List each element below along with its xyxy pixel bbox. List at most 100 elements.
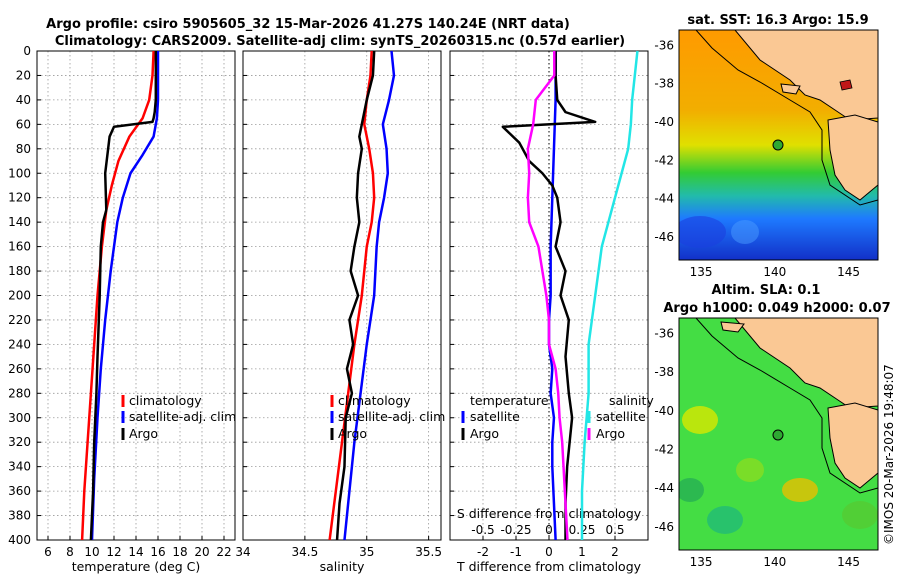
sla-map-title: Altim. SLA: 0.1 bbox=[712, 283, 821, 298]
figure-title-line1: Argo profile: csiro 5905605_32 15-Mar-20… bbox=[46, 17, 570, 32]
s-tick-label: 0 bbox=[545, 523, 553, 537]
latitude-tick-label: -40 bbox=[654, 115, 674, 129]
depth-tick-label: 20 bbox=[16, 68, 31, 82]
latitude-tick-label: -42 bbox=[654, 153, 674, 167]
x-tick-label: 12 bbox=[106, 545, 121, 559]
latitude-tick-label: -44 bbox=[654, 481, 674, 495]
latitude-tick-label: -46 bbox=[654, 520, 674, 534]
longitude-tick-label: 135 bbox=[690, 265, 713, 279]
x-tick-label: 14 bbox=[128, 545, 143, 559]
argo-float-marker bbox=[772, 139, 784, 151]
depth-tick-label: 260 bbox=[8, 362, 31, 376]
sla-patch bbox=[842, 501, 878, 529]
sst-map-title: sat. SST: 16.3 Argo: 15.9 bbox=[687, 13, 868, 28]
legend-label-satellite: satellite-adj. clim bbox=[338, 409, 445, 424]
series-line-argo bbox=[89, 51, 158, 541]
x-tick-label: 18 bbox=[172, 545, 187, 559]
latitude-tick-label: -46 bbox=[654, 230, 674, 244]
sla-map-tick-labels: 135 140 145 -36 -38 -40 -42 -44 -46 bbox=[654, 326, 860, 569]
legend-label-climatology: climatology bbox=[129, 393, 202, 408]
depth-tick-label: 220 bbox=[8, 313, 31, 327]
difference-grid bbox=[450, 50, 648, 541]
t-difference-xlabel: T difference from climatology bbox=[456, 559, 642, 574]
salinity-grid bbox=[242, 50, 441, 541]
legend-label-s-argo: Argo bbox=[596, 426, 625, 441]
series-line-s-satellite bbox=[580, 50, 639, 540]
legend-title-temperature: temperature bbox=[470, 393, 549, 408]
depth-tick-label: 240 bbox=[8, 337, 31, 351]
sla-high-2 bbox=[782, 478, 818, 502]
depth-tick-label: 0 bbox=[23, 44, 31, 58]
salinity-panel: 34 34.5 35 35.5 salinity climatology satell… bbox=[235, 50, 445, 574]
difference-series bbox=[501, 50, 639, 541]
latitude-tick-label: -38 bbox=[654, 77, 674, 91]
longitude-tick-label: 145 bbox=[837, 265, 860, 279]
depth-tick-label: 60 bbox=[16, 117, 31, 131]
difference-legend: temperature satellite Argo salinity sate… bbox=[461, 393, 654, 441]
sst-map-frame bbox=[678, 29, 879, 261]
legend-label-argo: Argo bbox=[338, 426, 367, 441]
longitude-tick-label: 145 bbox=[837, 555, 860, 569]
series-line-satellite-adj-clim bbox=[343, 50, 396, 541]
warm-patch bbox=[731, 220, 759, 244]
depth-tick-label: 160 bbox=[8, 240, 31, 254]
latitude-tick-label: -38 bbox=[654, 365, 674, 379]
latitude-tick-label: -42 bbox=[654, 442, 674, 456]
legend-label-satellite: satellite-adj. clim bbox=[129, 409, 236, 424]
land-mainland bbox=[700, 318, 878, 409]
latitude-tick-label: -36 bbox=[654, 38, 674, 52]
depth-tick-label: 320 bbox=[8, 435, 31, 449]
s-difference-axis-label: S difference from climatology bbox=[457, 506, 642, 521]
x-tick-label: -1 bbox=[510, 545, 522, 559]
depth-tick-label: 300 bbox=[8, 411, 31, 425]
x-tick-label: 10 bbox=[84, 545, 99, 559]
series-line-argo bbox=[335, 50, 376, 541]
x-tick-label: -2 bbox=[477, 545, 489, 559]
x-tick-label: 35 bbox=[359, 545, 374, 559]
salinity-legend: climatology satellite-adj. clim Argo bbox=[330, 393, 445, 441]
x-tick-label: 34 bbox=[235, 545, 250, 559]
salinity-xlabel: salinity bbox=[320, 559, 365, 574]
temperature-grid bbox=[37, 50, 235, 541]
land-tasmania bbox=[827, 402, 878, 489]
cool-eddy bbox=[679, 216, 726, 248]
difference-panel: -2 -1 0 1 2 -0.5 -0.25 0 0.25 0.5 S difference f… bbox=[449, 50, 654, 574]
imos-watermark: ©IMOS 20-Mar-2026 19:48:07 bbox=[882, 364, 896, 545]
sst-map-tick-labels: 135 140 145 -36 -38 -40 -42 -44 -46 bbox=[654, 38, 860, 279]
s-tick-label: -0.25 bbox=[500, 523, 531, 537]
temperature-axes-box bbox=[36, 50, 236, 541]
legend-label-climatology: climatology bbox=[338, 393, 411, 408]
sla-map-subtitle: Argo h1000: 0.049 h2000: 0.07 bbox=[663, 301, 890, 316]
depth-tick-labels: 0 20 40 60 80 100 120 140 160 180 200 220 240 260 280 3… bbox=[8, 44, 31, 547]
depth-tick-label: 180 bbox=[8, 264, 31, 278]
argo-float-marker bbox=[772, 429, 784, 441]
depth-tick-label: 280 bbox=[8, 386, 31, 400]
figure-title-line2: Climatology: CARS2009. Satellite-adj cli… bbox=[55, 34, 625, 49]
series-line-satellite-adj-clim bbox=[90, 51, 160, 541]
x-tick-label: 20 bbox=[194, 545, 209, 559]
shelf-contour bbox=[695, 318, 878, 494]
s-difference-tick-labels: -0.5 -0.25 0 0.25 0.5 bbox=[471, 523, 624, 537]
legend-label-argo: Argo bbox=[129, 426, 158, 441]
depth-tick-label: 100 bbox=[8, 166, 31, 180]
temperature-series bbox=[80, 50, 160, 541]
depth-tick-label: 40 bbox=[16, 93, 31, 107]
depth-tick-label: 380 bbox=[8, 509, 31, 523]
temperature-tick-labels: 6 8 10 12 14 16 18 20 22 bbox=[44, 545, 231, 559]
longitude-tick-label: 140 bbox=[763, 265, 786, 279]
x-tick-label: 34.5 bbox=[292, 545, 319, 559]
sst-map: sat. SST: 16.3 Argo: 15.9 135 140 145 -36 -3… bbox=[654, 13, 879, 279]
x-tick-label: 16 bbox=[150, 545, 165, 559]
x-tick-label: 8 bbox=[66, 545, 74, 559]
x-tick-label: 1 bbox=[578, 545, 586, 559]
x-tick-label: 22 bbox=[216, 545, 231, 559]
latitude-tick-label: -40 bbox=[654, 404, 674, 418]
salinity-axes-box bbox=[242, 50, 442, 541]
depth-tick-label: 80 bbox=[16, 142, 31, 156]
longitude-tick-label: 140 bbox=[763, 555, 786, 569]
temperature-xlabel: temperature (deg C) bbox=[72, 559, 201, 574]
sla-map: Altim. SLA: 0.1 Argo h1000: 0.049 h2000:… bbox=[654, 283, 890, 569]
x-tick-label: 6 bbox=[44, 545, 52, 559]
depth-tick-label: 140 bbox=[8, 215, 31, 229]
